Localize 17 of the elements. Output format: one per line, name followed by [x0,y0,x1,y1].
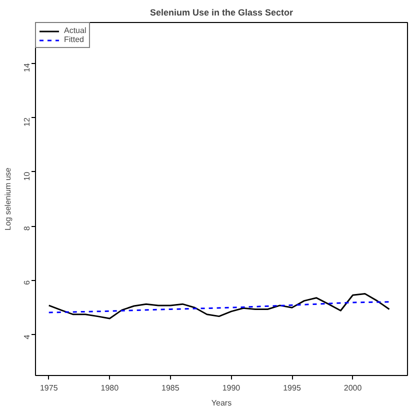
y-tick-label: 4 [22,334,32,340]
x-tick-label: 1990 [222,384,241,392]
x-tick-label: 1980 [100,384,120,392]
x-tick-label: 1975 [40,384,58,392]
legend-label: Fitted [64,35,84,44]
chart-title: Selenium Use in the Glass Sector [150,8,294,18]
y-tick-label: 6 [22,280,32,285]
x-tick-label: 1995 [283,384,302,392]
x-tick-label: 2000 [344,384,362,392]
y-tick-label: 14 [22,62,32,72]
y-tick-label: 12 [22,116,32,126]
y-tick-label: 8 [22,226,32,231]
y-axis-title: Log selenium use [4,167,12,230]
y-tick-label: 10 [22,171,32,181]
x-tick-label: 1985 [162,384,180,392]
x-axis-title: Years [211,398,232,408]
legend-label: Actual [64,26,86,35]
